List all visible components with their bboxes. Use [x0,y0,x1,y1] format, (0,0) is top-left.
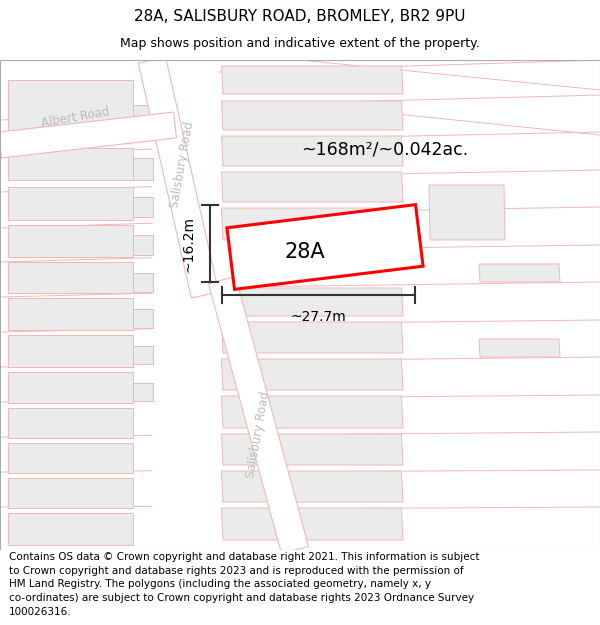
Polygon shape [133,346,153,364]
Polygon shape [221,434,403,465]
Polygon shape [221,359,403,390]
Polygon shape [133,383,153,401]
Polygon shape [8,443,133,473]
Polygon shape [133,105,153,140]
Text: Map shows position and indicative extent of the property.: Map shows position and indicative extent… [120,38,480,50]
Polygon shape [479,339,560,357]
Polygon shape [139,57,218,298]
Polygon shape [221,101,403,130]
Text: Contains OS data © Crown copyright and database right 2021. This information is : Contains OS data © Crown copyright and d… [9,552,479,617]
Polygon shape [8,148,133,180]
Text: Salisbury Road: Salisbury Road [244,391,272,479]
Polygon shape [133,158,153,180]
Polygon shape [429,185,505,240]
Text: 28A: 28A [284,242,325,262]
Polygon shape [133,309,153,328]
Polygon shape [8,372,133,403]
Polygon shape [8,478,133,508]
Polygon shape [227,204,423,289]
Polygon shape [221,66,403,94]
Polygon shape [8,262,133,293]
Polygon shape [8,187,133,220]
Polygon shape [221,172,403,202]
Text: Albert Road: Albert Road [40,106,110,131]
Polygon shape [221,322,403,353]
Polygon shape [133,273,153,292]
Polygon shape [8,408,133,438]
Polygon shape [221,508,403,540]
Polygon shape [221,208,403,240]
Text: Salisbury Road: Salisbury Road [168,121,196,209]
Polygon shape [221,288,403,316]
Polygon shape [0,112,176,158]
Polygon shape [221,396,403,428]
Polygon shape [479,264,560,282]
Text: ~168m²/~0.042ac.: ~168m²/~0.042ac. [301,141,469,159]
Polygon shape [133,235,153,255]
Text: ~16.2m: ~16.2m [182,216,196,271]
Polygon shape [8,225,133,257]
Polygon shape [221,471,403,502]
Polygon shape [133,197,153,217]
Polygon shape [208,276,308,554]
Polygon shape [8,80,133,140]
Polygon shape [8,513,133,545]
Text: 28A, SALISBURY ROAD, BROMLEY, BR2 9PU: 28A, SALISBURY ROAD, BROMLEY, BR2 9PU [134,9,466,24]
Polygon shape [8,335,133,367]
Polygon shape [8,298,133,330]
Polygon shape [221,136,403,166]
Text: ~27.7m: ~27.7m [290,310,346,324]
